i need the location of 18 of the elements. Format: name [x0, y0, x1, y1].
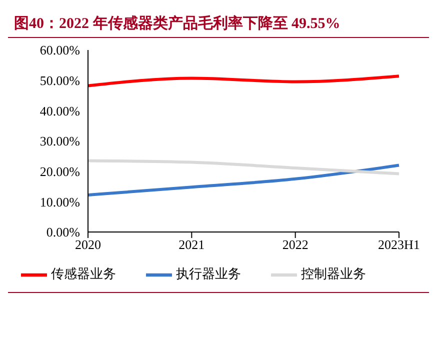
x-tick-label: 2020	[75, 237, 101, 252]
y-tick-label: 0.00%	[46, 224, 80, 240]
line-series	[86, 74, 400, 88]
legend-label: 传感器业务	[51, 266, 116, 281]
x-tick-label: 2023H1	[378, 237, 420, 252]
y-tick-label: 40.00%	[40, 103, 80, 118]
line-series	[86, 164, 400, 196]
legend-label: 执行器业务	[176, 266, 241, 281]
y-tick-label: 20.00%	[40, 164, 80, 179]
y-tick-label: 50.00%	[40, 72, 80, 88]
x-tick-label: 2021	[178, 237, 205, 252]
legend-label: 控制器业务	[301, 266, 366, 281]
y-tick-label: 30.00%	[40, 134, 80, 149]
x-tick-label: 2022	[282, 237, 308, 252]
line-series	[86, 159, 400, 176]
chart-title: 图40：2022 年传感器类产品毛利率下降至 49.55%	[8, 8, 429, 38]
y-tick-label: 60.00%	[40, 42, 80, 58]
y-tick-label: 10.00%	[40, 194, 80, 210]
